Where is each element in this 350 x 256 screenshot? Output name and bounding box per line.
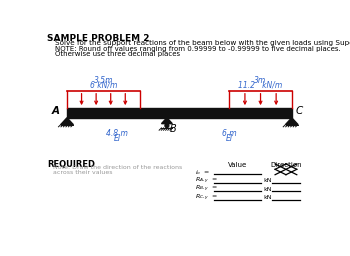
Text: kN: kN [263,195,272,200]
Text: across their values: across their values [53,170,113,175]
Text: 3m: 3m [254,76,267,85]
Polygon shape [286,118,298,124]
Text: $R_{B,y}$  =: $R_{B,y}$ = [195,184,218,195]
Text: C: C [296,106,303,116]
Text: kN: kN [263,187,272,192]
Text: B: B [170,124,177,134]
Text: Value: Value [228,162,247,168]
Text: Note: Draw the direction of the reactions: Note: Draw the direction of the reaction… [53,165,182,170]
Text: EI: EI [226,134,233,143]
Text: 4.8 m: 4.8 m [106,129,128,137]
Text: SAMPLE PROBLEM 2: SAMPLE PROBLEM 2 [47,34,149,43]
Circle shape [165,124,169,127]
Text: Direction: Direction [270,162,302,168]
Text: REQUIRED: REQUIRED [48,160,96,169]
Text: EI: EI [113,134,120,143]
Text: 6 kN/m: 6 kN/m [90,80,117,89]
Text: 6 m: 6 m [222,129,237,137]
Text: Solve for the support reactions of the beam below with the given loads using Sup: Solve for the support reactions of the b… [55,40,350,46]
Bar [67,109,292,118]
Text: A: A [51,106,59,116]
Text: $R_{C,y}$  =: $R_{C,y}$ = [195,193,218,203]
Text: 11.2   kN/m: 11.2 kN/m [238,80,283,89]
Polygon shape [61,118,73,124]
Text: NOTE: Round off values ranging from 0.99999 to -0.99999 to five decimal places.: NOTE: Round off values ranging from 0.99… [55,46,341,52]
Text: Otherwise use three decimal places: Otherwise use three decimal places [55,51,181,57]
Text: 3.5m: 3.5m [94,76,113,85]
Text: $i_o$  =: $i_o$ = [195,168,210,177]
Polygon shape [161,118,172,124]
Text: kN: kN [263,178,272,183]
Text: $R_{A,y}$  =: $R_{A,y}$ = [195,176,218,186]
